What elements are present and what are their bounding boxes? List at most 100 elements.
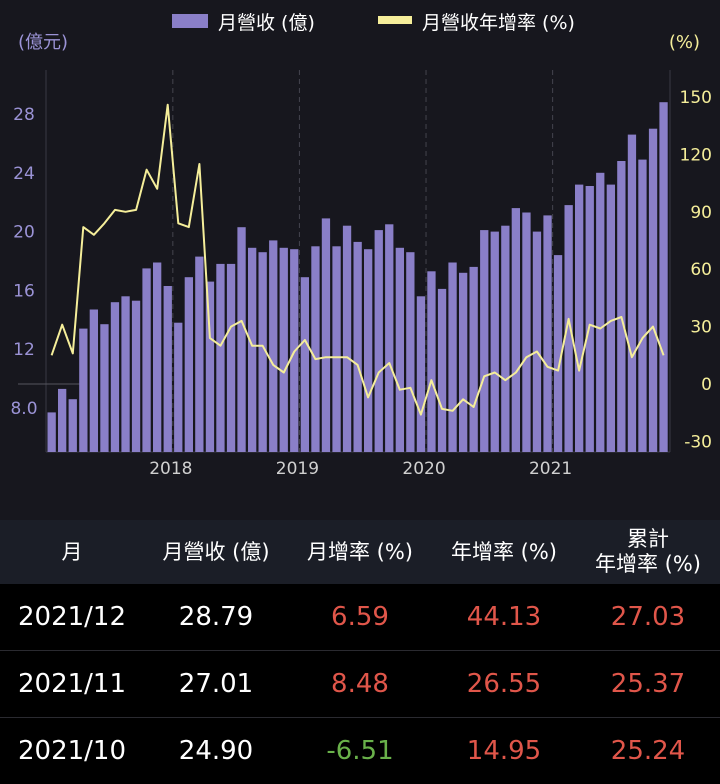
y-left-tick-label: 16 — [13, 281, 35, 301]
revenue-bar — [659, 102, 668, 452]
revenue-bar — [174, 322, 183, 452]
revenue-bar — [617, 161, 626, 452]
revenue-bar — [79, 328, 88, 452]
y-left-tick-label: 12 — [13, 340, 35, 360]
cell-mom: -6.51 — [326, 736, 394, 766]
revenue-bar — [163, 286, 172, 452]
revenue-bar — [205, 281, 215, 452]
revenue-bar — [89, 309, 98, 452]
y-left-tick-label: 28 — [13, 105, 35, 125]
revenue-bar — [153, 262, 162, 452]
header-cumulative-line2: 年增率 (%) — [594, 552, 701, 576]
revenue-bar — [184, 277, 193, 452]
table-header: 月 月營收 (億) 月增率 (%) 年增率 (%) 累計 年增率 (%) — [0, 520, 720, 584]
header-cumulative-line1: 累計 — [627, 527, 669, 551]
revenue-bar — [332, 246, 341, 452]
revenue-bar — [427, 271, 436, 452]
y-left-tick-label: 20 — [13, 223, 35, 243]
chart-area: 2018 2019 2020 2021 8.0 12 16 20 24 28 150 120 90 60 3… — [0, 0, 720, 520]
header-mom: 月增率 (%) — [306, 539, 413, 564]
revenue-bar — [564, 205, 573, 452]
cell-month: 2021/11 — [17, 669, 126, 699]
revenue-bar — [469, 266, 478, 452]
revenue-bar — [342, 225, 352, 452]
revenue-bar — [216, 263, 225, 452]
y-right-tick-label: 0 — [701, 375, 712, 395]
cell-month: 2021/12 — [17, 602, 126, 632]
revenue-bar — [480, 230, 489, 452]
revenue-chart: 2018 2019 2020 2021 8.0 12 16 20 24 28 150 120 90 60 3… — [10, 12, 712, 479]
header-cumulative-yoy: 累計 年增率 (%) — [576, 520, 720, 584]
y-right-tick-label: 150 — [680, 88, 712, 108]
revenue-table: 月 月營收 (億) 月增率 (%) 年增率 (%) 累計 年增率 (%) 202… — [0, 520, 720, 782]
legend-label-revenue: 月營收 (億) — [218, 12, 315, 34]
revenue-bar — [321, 218, 331, 452]
legend-swatch-yoy — [378, 16, 412, 24]
table-row[interactable]: 2021/11 27.01 8.48 26.55 25.37 — [0, 651, 720, 718]
revenue-bar — [416, 296, 426, 452]
revenue-bar — [47, 412, 56, 452]
table-row[interactable]: 2021/10 24.90 -6.51 14.95 25.24 — [0, 718, 720, 784]
cell-month: 2021/10 — [17, 736, 126, 766]
cell-cumulative: 27.03 — [610, 602, 686, 632]
revenue-bar — [385, 224, 394, 453]
cell-mom: 8.48 — [331, 669, 389, 699]
revenue-bar — [437, 288, 447, 452]
revenue-bar — [522, 212, 531, 452]
x-tick-label: 2018 — [149, 459, 192, 479]
cell-cumulative: 25.37 — [610, 669, 686, 699]
header-yoy: 年增率 (%) — [450, 539, 557, 564]
y-right-axis-title: (%) — [669, 32, 700, 53]
revenue-bar — [142, 268, 151, 452]
revenue-bar — [248, 247, 257, 452]
revenue-bar — [596, 172, 605, 453]
y-right-tick-label: 30 — [690, 318, 712, 338]
revenue-bar — [532, 231, 542, 452]
y-right-tick-label: -30 — [684, 432, 712, 452]
revenue-bar — [511, 208, 520, 452]
table-row[interactable]: 2021/12 28.79 6.59 44.13 27.03 — [0, 584, 720, 651]
revenue-bar — [68, 399, 77, 452]
revenue-bar — [269, 240, 278, 452]
revenue-bar — [353, 241, 362, 452]
x-tick-label: 2019 — [276, 459, 319, 479]
cell-yoy: 14.95 — [466, 736, 542, 766]
revenue-bar — [100, 324, 109, 452]
revenue-bar — [585, 186, 594, 452]
legend-swatch-revenue — [172, 14, 208, 28]
revenue-bar — [606, 184, 615, 452]
y-right-tick-label: 60 — [690, 260, 712, 280]
revenue-bar — [226, 263, 236, 452]
cell-revenue: 27.01 — [178, 669, 254, 699]
legend-label-yoy: 月營收年增率 (%) — [422, 12, 575, 34]
revenue-bar — [364, 249, 373, 452]
revenue-bar — [501, 225, 510, 452]
y-right-tick-label: 120 — [680, 145, 712, 165]
revenue-bar — [490, 231, 499, 452]
revenue-bar — [406, 252, 415, 452]
header-month: 月 — [61, 539, 83, 564]
revenue-bar — [131, 300, 141, 452]
cell-yoy: 44.13 — [466, 602, 542, 632]
cell-revenue: 24.90 — [178, 736, 254, 766]
revenue-bar — [121, 296, 130, 452]
cell-revenue: 28.79 — [178, 602, 254, 632]
cell-cumulative: 25.24 — [610, 736, 686, 766]
revenue-bar — [459, 272, 468, 452]
y-left-tick-label: 8.0 — [10, 399, 37, 419]
y-left-axis-title: (億元) — [18, 32, 68, 53]
revenue-bar — [448, 262, 457, 452]
revenue-bar — [311, 246, 320, 452]
revenue-bar — [237, 227, 246, 452]
revenue-bar — [395, 247, 404, 452]
revenue-bar — [374, 230, 383, 452]
revenue-bar — [279, 247, 288, 452]
header-revenue: 月營收 (億) — [162, 539, 270, 564]
revenue-bar — [58, 388, 67, 452]
revenue-bar — [110, 302, 120, 452]
y-right-tick-label: 90 — [690, 203, 712, 223]
x-tick-label: 2021 — [529, 459, 572, 479]
revenue-bar — [575, 184, 584, 452]
revenue-bar — [258, 252, 267, 452]
x-tick-label: 2020 — [402, 459, 445, 479]
